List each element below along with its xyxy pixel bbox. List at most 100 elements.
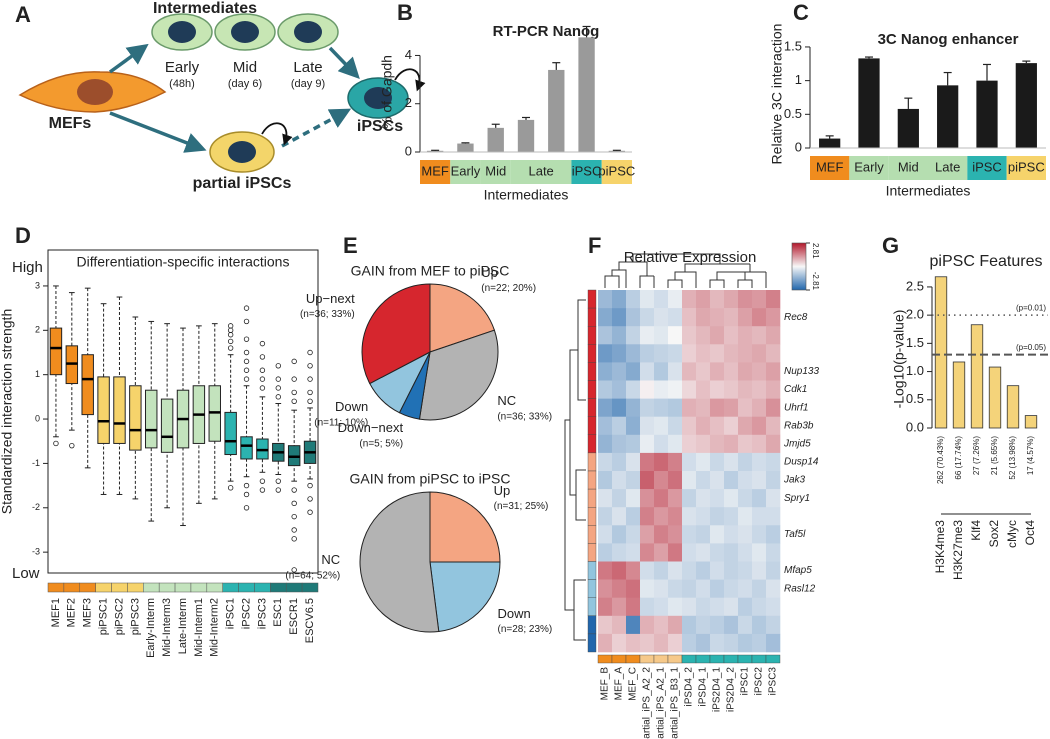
- outlier: [291, 398, 297, 404]
- heat-cell: [752, 434, 767, 454]
- heat-cell: [738, 326, 753, 345]
- heat-cell: [696, 615, 711, 635]
- category-swatch: [158, 582, 176, 593]
- heat-cell: [752, 452, 767, 472]
- heat-cell: [696, 471, 711, 490]
- bar: [608, 150, 626, 152]
- heat-cell: [752, 507, 767, 526]
- box: [224, 411, 237, 456]
- y-tick-label: 1: [795, 72, 802, 87]
- y-tick-label: 1.5: [784, 38, 802, 53]
- heat-cell: [640, 416, 655, 436]
- colorbar-label: -2.81: [811, 272, 820, 291]
- heat-cell: [710, 416, 725, 436]
- heat-cell: [668, 452, 683, 472]
- x-tick-label: piPSC3: [129, 598, 141, 635]
- panel-letter: D: [15, 223, 31, 248]
- outlier: [243, 482, 250, 489]
- slice-label: Up: [481, 265, 498, 280]
- category-swatch: [254, 582, 271, 593]
- outlier: [243, 376, 250, 382]
- column-group-swatch: [597, 654, 613, 664]
- heat-cell: [640, 579, 655, 598]
- outlier: [227, 332, 234, 338]
- y-tick-label: 2.5: [906, 278, 924, 293]
- heat-cell: [612, 290, 627, 309]
- heat-cell: [682, 579, 697, 598]
- row-group-swatch: [587, 579, 597, 598]
- heat-cell: [710, 561, 725, 580]
- gene-label: Rec8: [784, 312, 808, 323]
- heat-cell: [710, 398, 725, 417]
- heat-cell: [724, 398, 739, 417]
- heat-cell: [766, 326, 781, 345]
- y-axis-label: -Log10(p-value): [891, 310, 907, 409]
- heat-cell: [752, 633, 767, 653]
- nucleus: [364, 87, 392, 109]
- row-group-swatch: [587, 380, 597, 399]
- x-tick-label: Mid-Interm3: [161, 598, 173, 657]
- heat-cell: [738, 543, 753, 562]
- bar: [952, 361, 966, 429]
- heat-cell: [668, 362, 683, 381]
- column-group-swatch: [709, 654, 725, 664]
- group-band: [420, 160, 451, 184]
- heat-cell: [668, 615, 683, 635]
- heat-cell: [598, 543, 613, 562]
- y-tick-label: 0: [795, 139, 802, 154]
- heat-cell: [696, 344, 711, 363]
- x-tick-label: Sox2: [987, 520, 1001, 548]
- outlier: [69, 442, 75, 449]
- pie-slice: [418, 329, 499, 421]
- panel-letter: F: [588, 233, 601, 258]
- heat-cell: [682, 471, 697, 490]
- gene-label: Cdk1: [784, 384, 807, 395]
- slice-value-label: (n=31; 25%): [494, 501, 549, 512]
- column-group-swatch: [751, 654, 767, 664]
- outlier: [307, 398, 313, 404]
- heat-cell: [612, 471, 627, 490]
- heat-cell: [640, 561, 655, 580]
- heat-cell: [738, 452, 753, 472]
- nucleus: [228, 141, 256, 163]
- heat-cell: [710, 290, 725, 309]
- outlier: [243, 305, 250, 311]
- colorbar-label: 2.81: [811, 243, 820, 259]
- heat-cell: [766, 380, 781, 399]
- heat-cell: [626, 434, 641, 454]
- heat-cell: [752, 489, 767, 508]
- group-label: Mid: [898, 159, 919, 174]
- heat-cell: [640, 633, 655, 653]
- heat-cell: [738, 290, 753, 309]
- x-axis-label: Intermediates: [886, 183, 971, 199]
- y-tick-label: -1: [32, 458, 40, 468]
- heat-cell: [752, 471, 767, 490]
- heat-cell: [710, 308, 725, 327]
- heat-cell: [738, 471, 753, 490]
- outlier: [227, 327, 234, 334]
- heat-cell: [696, 434, 711, 454]
- diagram-title: Intermediates: [153, 0, 257, 17]
- gene-label: Rasl12: [784, 583, 816, 594]
- bar: [426, 150, 444, 152]
- group-label: piPSC: [1008, 159, 1045, 174]
- panel-a: A Intermediates Early (48h) Mid (day 6) …: [15, 0, 426, 192]
- heat-cell: [668, 308, 683, 327]
- stage-time: (48h): [169, 78, 195, 90]
- heat-cell: [612, 416, 627, 436]
- category-swatch: [95, 582, 112, 593]
- heat-cell: [626, 452, 641, 472]
- column-label: iPSC1: [740, 667, 751, 696]
- heat-cell: [612, 489, 627, 508]
- category-swatch: [111, 582, 128, 593]
- group-label: iPSC: [972, 159, 1002, 174]
- category-swatch: [174, 582, 192, 593]
- outlier: [307, 349, 313, 356]
- heat-cell: [738, 308, 753, 327]
- heat-cell: [766, 434, 781, 454]
- outlier: [259, 367, 266, 373]
- pie-slice: [359, 491, 440, 633]
- row-group-swatch: [587, 416, 597, 436]
- y-tick-label: 0.5: [784, 106, 802, 121]
- reference-label: (p=0.05): [1016, 343, 1046, 352]
